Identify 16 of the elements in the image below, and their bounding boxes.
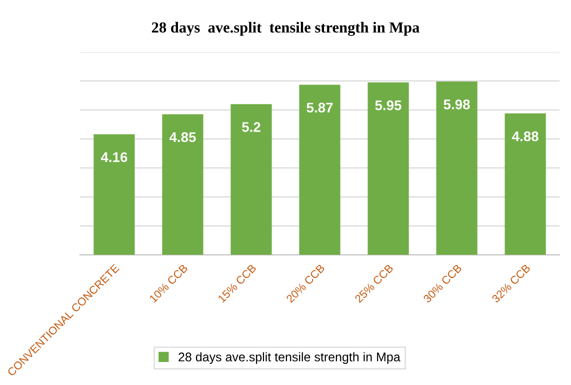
data-label: 4.85 [169,132,196,142]
bar [162,114,204,255]
bar [94,134,135,255]
data-label: 4.16 [100,152,128,162]
bar [504,113,546,255]
data-label: 5.95 [375,100,402,110]
bar [436,82,478,255]
data-label: 5.87 [306,102,333,113]
bar [368,82,409,255]
data-label: 5.2 [242,122,260,132]
chart-title: 28 days ave.split tensile strength in Mpa [152,22,420,36]
bar [299,84,340,255]
data-label: 4.88 [512,131,538,142]
legend-label: 28 days ave.split tensile strength in Mpa [178,352,400,364]
data-label: 5.98 [444,100,470,110]
bar [230,104,272,255]
